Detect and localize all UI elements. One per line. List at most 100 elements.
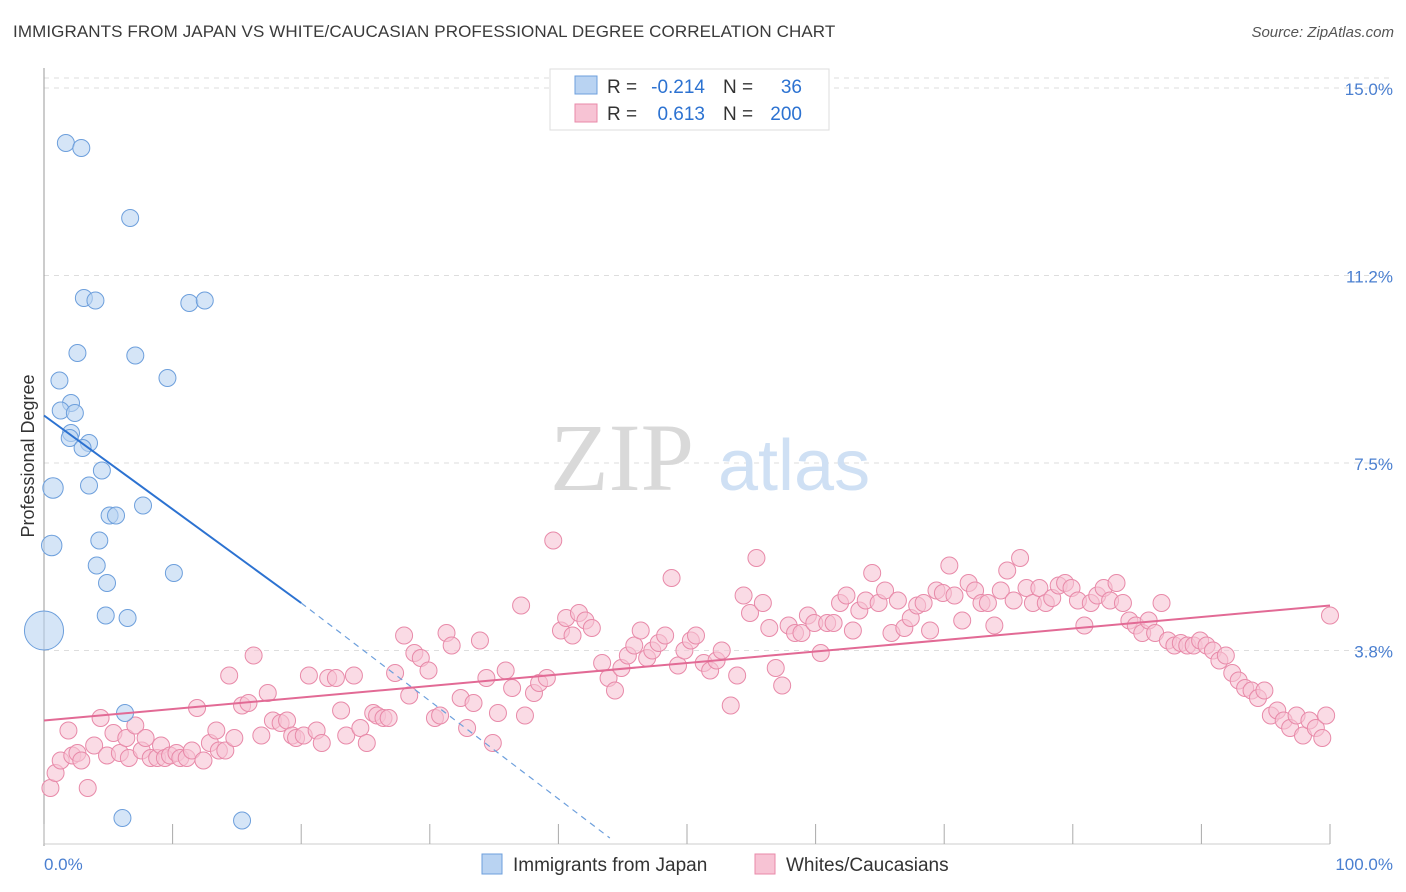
whites-data-point bbox=[921, 621, 940, 640]
japan-data-point bbox=[98, 574, 117, 592]
y-tick-label: 3.8% bbox=[1354, 643, 1393, 662]
whites-data-point bbox=[747, 549, 766, 567]
japan-data-point bbox=[158, 369, 177, 387]
whites-data-point bbox=[734, 586, 753, 605]
whites-data-point bbox=[582, 619, 601, 637]
whites-data-point bbox=[668, 656, 687, 675]
legend-n-label-2: N = bbox=[723, 104, 753, 125]
series-legend: Immigrants from Japan Whites/Caucasians bbox=[481, 853, 949, 876]
whites-data-point bbox=[72, 751, 91, 770]
trend-lines bbox=[43, 414, 1331, 839]
legend-label-japan: Immigrants from Japan bbox=[513, 855, 707, 876]
japan-data-point bbox=[68, 344, 87, 362]
japan-data-point bbox=[121, 209, 140, 227]
japan-data-point bbox=[65, 404, 84, 422]
japan-data-point bbox=[80, 476, 99, 495]
whites-data-point bbox=[940, 556, 959, 575]
whites-data-point bbox=[837, 586, 856, 605]
stats-legend: R = -0.214 N = 36 R = 0.613 N = 200 bbox=[549, 68, 830, 131]
whites-data-point bbox=[728, 666, 747, 685]
whites-data-point bbox=[194, 751, 213, 770]
japan-data-point bbox=[50, 371, 69, 390]
legend-n-value-1: 36 bbox=[781, 77, 802, 98]
whites-data-point bbox=[332, 701, 351, 720]
whites-data-point bbox=[888, 591, 907, 610]
japan-data-point bbox=[96, 606, 115, 625]
whites-data-point bbox=[312, 734, 331, 752]
whites-data-point bbox=[477, 669, 496, 687]
whites-data-point bbox=[379, 709, 398, 727]
whites-trend-line bbox=[43, 604, 1331, 722]
x-tick-label: 0.0% bbox=[44, 855, 83, 874]
whites-data-point bbox=[687, 626, 706, 645]
japan-data-point bbox=[92, 461, 111, 480]
japan-data-point bbox=[56, 134, 75, 152]
whites-data-point bbox=[337, 726, 356, 745]
whites-data-point bbox=[1004, 591, 1023, 610]
japan-data-point bbox=[86, 291, 105, 310]
pink-series-points bbox=[41, 531, 1339, 797]
whites-data-point bbox=[1255, 681, 1274, 700]
whites-data-point bbox=[753, 594, 772, 612]
whites-data-point bbox=[811, 644, 830, 662]
chart-source: Source: ZipAtlas.com bbox=[1251, 24, 1394, 41]
japan-data-point bbox=[113, 809, 132, 827]
whites-data-point bbox=[278, 711, 297, 730]
x-tick-label: 100.0% bbox=[1335, 855, 1393, 874]
whites-data-point bbox=[1113, 594, 1132, 612]
japan-data-point bbox=[42, 477, 64, 499]
whites-data-point bbox=[512, 596, 531, 615]
tick-labels: 3.8% 7.5% 11.2% 15.0% 0.0% 100.0% bbox=[44, 80, 1393, 874]
japan-data-point bbox=[90, 531, 109, 550]
y-tick-label: 7.5% bbox=[1354, 455, 1393, 474]
japan-data-point bbox=[87, 556, 106, 575]
whites-data-point bbox=[991, 581, 1010, 600]
japan-data-point bbox=[118, 609, 137, 627]
y-tick-label: 11.2% bbox=[1346, 268, 1393, 287]
whites-data-point bbox=[442, 636, 461, 655]
legend-r-value-2: 0.613 bbox=[657, 104, 705, 125]
whites-data-point bbox=[136, 729, 155, 747]
whites-data-point bbox=[483, 734, 502, 752]
japan-data-point bbox=[164, 564, 183, 582]
japan-trend-line bbox=[43, 414, 302, 604]
whites-data-point bbox=[760, 619, 779, 637]
watermark-atlas: atlas bbox=[718, 426, 870, 506]
whites-data-point bbox=[244, 646, 263, 665]
whites-data-point bbox=[488, 704, 507, 722]
whites-data-point bbox=[357, 734, 376, 752]
whites-data-point bbox=[258, 684, 277, 702]
japan-data-point bbox=[195, 291, 214, 310]
whites-data-point bbox=[252, 726, 271, 745]
whites-data-point bbox=[843, 621, 862, 640]
whites-data-point bbox=[1313, 729, 1332, 747]
whites-data-point bbox=[876, 581, 895, 600]
whites-data-point bbox=[464, 694, 483, 712]
legend-r-label-1: R = bbox=[607, 77, 637, 98]
japan-data-point bbox=[72, 139, 91, 157]
whites-data-point bbox=[207, 721, 226, 740]
whites-data-point bbox=[182, 741, 201, 760]
legend-label-whites: Whites/Caucasians bbox=[786, 855, 949, 876]
grid-lines bbox=[44, 77, 1390, 651]
whites-data-point bbox=[563, 626, 582, 645]
legend-n-label-1: N = bbox=[723, 77, 753, 98]
whites-data-point bbox=[631, 621, 650, 640]
whites-data-point bbox=[117, 729, 136, 747]
whites-data-point bbox=[326, 669, 345, 687]
blue-series-points bbox=[23, 134, 252, 830]
japan-data-point bbox=[41, 534, 63, 557]
whites-data-point bbox=[1011, 549, 1030, 567]
whites-data-point bbox=[824, 614, 843, 632]
whites-data-point bbox=[985, 616, 1004, 635]
whites-data-point bbox=[395, 626, 414, 645]
whites-data-point bbox=[656, 626, 675, 645]
whites-data-point bbox=[344, 666, 363, 685]
whites-data-point bbox=[945, 586, 964, 605]
whites-data-point bbox=[721, 696, 740, 715]
whites-data-point bbox=[470, 631, 489, 650]
japan-data-point bbox=[134, 496, 153, 515]
whites-data-point bbox=[299, 666, 318, 685]
whites-data-point bbox=[91, 709, 110, 727]
whites-data-point bbox=[1030, 579, 1049, 597]
